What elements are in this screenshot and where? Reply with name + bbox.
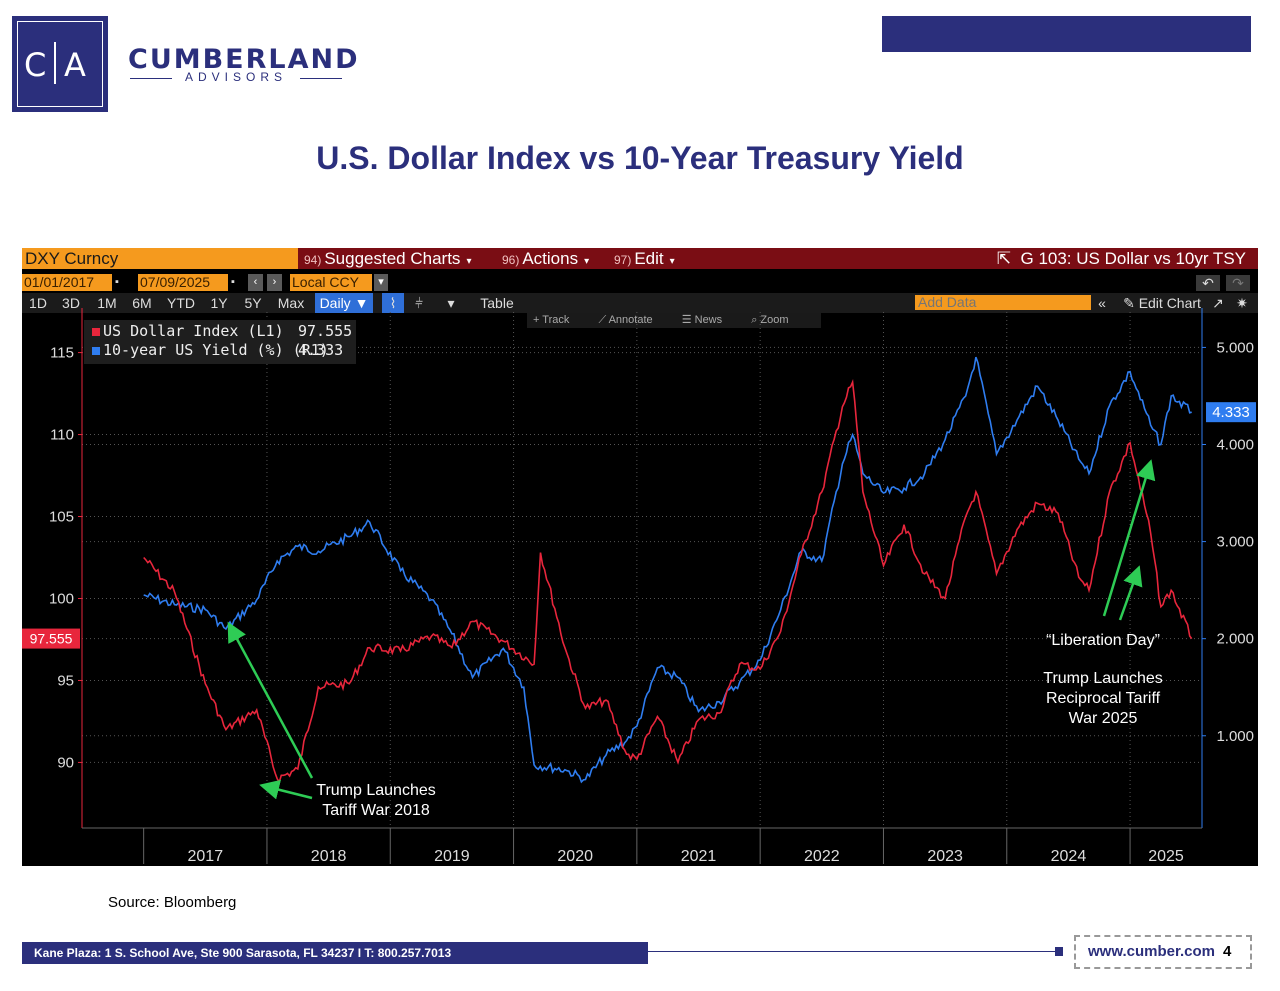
annotation-arrow — [1102, 459, 1156, 617]
x-tick-label: 2025 — [1148, 848, 1184, 865]
footer-website[interactable]: www.cumber.com 4 — [1074, 935, 1252, 969]
next-period-icon[interactable]: › — [267, 274, 282, 291]
menu-edit[interactable]: 97) Edit ▾ — [614, 249, 675, 268]
brand-name: CUMBERLAND — [128, 44, 360, 75]
annotation-arrow — [259, 779, 313, 800]
y-right-tick-label: 5.000 — [1216, 339, 1254, 356]
calendar-icon[interactable]: ▪ — [228, 274, 238, 291]
y-left-tick-label: 90 — [57, 754, 74, 771]
menu-actions[interactable]: 96) Actions ▾ — [502, 249, 590, 268]
table-button[interactable]: Table — [480, 295, 514, 311]
chart-plot: 90 95 100 105 110 115 1.000 2.000 3.000 4.000 5.00… — [22, 308, 1256, 865]
x-tick-label: 2018 — [311, 848, 347, 865]
x-tick-label: 2022 — [804, 848, 840, 865]
range-3d[interactable]: 3D — [62, 295, 80, 311]
range-6m[interactable]: 6M — [132, 295, 152, 311]
annotation-arrow — [1118, 565, 1143, 621]
series-yield-line — [143, 356, 1192, 784]
chart-tools: + Track ⟋ Annotate ☰ News ⌕ Zoom — [527, 313, 821, 328]
chart-id-title: ⇱ G 103: US Dollar vs 10yr TSY — [996, 249, 1246, 268]
x-tick-label: 2021 — [681, 848, 717, 865]
tool-news[interactable]: ☰ News — [681, 314, 723, 326]
annotation-line: Trump Launches — [316, 782, 435, 799]
range-toolbar: 1D 3D 1M 6M YTD 1Y 5Y Max Daily ▼ ⌇ ⫩ ▾ … — [22, 293, 1258, 313]
calendar-icon[interactable]: ▪ — [112, 274, 122, 291]
chart-terminal: DXY Curncy 94) Suggested Charts ▾ 96) Actio… — [22, 248, 1258, 866]
export-icon[interactable]: ↗ — [1212, 295, 1224, 311]
add-data-input[interactable] — [915, 295, 1091, 310]
y-left-tick-label: 95 — [57, 672, 74, 689]
range-1d[interactable]: 1D — [29, 295, 47, 311]
y-right-tick-label: 3.000 — [1216, 534, 1254, 551]
gear-icon[interactable]: ✷ — [1236, 295, 1248, 311]
range-ytd[interactable]: YTD — [167, 295, 195, 311]
end-date-field[interactable]: 07/09/2025 — [138, 274, 228, 291]
legend-yield: 10-year US Yield (%) (R1) 4.333 — [92, 341, 343, 359]
collapse-icon[interactable]: « — [1098, 295, 1106, 311]
header-band — [882, 16, 1251, 52]
y-left-tick-label: 110 — [50, 427, 74, 444]
annotation-line: War 2025 — [1069, 710, 1138, 727]
annotation-line: “Liberation Day” — [1046, 632, 1160, 649]
dxy-last-label: 97.555 — [30, 631, 73, 647]
brand-subtitle: ADVISORS — [130, 70, 342, 84]
tool-track[interactable]: + Track — [533, 314, 570, 326]
chevron-down-icon[interactable]: ▾ — [447, 295, 455, 311]
menu-suggested-charts[interactable]: 94) Suggested Charts ▾ — [304, 249, 472, 268]
series-dxy-line — [143, 379, 1193, 784]
annotation-tariff-2018: Trump Launches Tariff War 2018 — [316, 782, 435, 819]
terminal-menu-bar: DXY Curncy 94) Suggested Charts ▾ 96) Actio… — [22, 248, 1258, 269]
logo-letter-c: C — [24, 46, 47, 84]
footer-address: Kane Plaza: 1 S. School Ave, Ste 900 Sar… — [22, 942, 648, 964]
logo-letter-a: A — [64, 46, 86, 84]
y-right-tick-label: 1.000 — [1216, 728, 1254, 745]
ticker-field[interactable]: DXY Curncy — [22, 248, 298, 269]
prev-period-icon[interactable]: ‹ — [248, 274, 263, 291]
x-tick-label: 2024 — [1051, 848, 1087, 865]
x-tick-label: 2020 — [557, 848, 593, 865]
start-date-field[interactable]: 01/01/2017 — [22, 274, 112, 291]
footer-dot — [1055, 947, 1063, 956]
chart-legend: US Dollar Index (L1) 97.555 10-year US Yi… — [84, 320, 356, 364]
range-5y[interactable]: 5Y — [244, 295, 262, 311]
range-max[interactable]: Max — [277, 295, 305, 311]
edit-chart-button[interactable]: ✎ Edit Chart — [1123, 295, 1201, 311]
source-note: Source: Bloomberg — [108, 894, 237, 911]
dxy-last-tag — [22, 628, 80, 649]
page-title: U.S. Dollar Index vs 10-Year Treasury Yi… — [316, 140, 964, 176]
annotation-line: Trump Launches — [1043, 670, 1162, 687]
period-select[interactable]: Daily ▼ — [315, 293, 373, 313]
page-number: 4 — [1222, 943, 1232, 960]
redo-icon[interactable]: ↷ — [1226, 275, 1250, 291]
company-logo: C A — [12, 16, 108, 112]
currency-select[interactable]: Local CCY — [290, 274, 372, 291]
x-tick-label: 2017 — [188, 848, 224, 865]
y-left-tick-label: 105 — [49, 509, 74, 526]
undo-icon[interactable]: ↶ — [1196, 275, 1220, 291]
annotation-line: Tariff War 2018 — [322, 802, 430, 819]
annotation-line: Reciprocal Tariff — [1046, 690, 1161, 707]
tool-annotate[interactable]: ⟋ Annotate — [598, 314, 653, 326]
annotation-tariff-2025: Trump Launches Reciprocal Tariff War 2025 — [1043, 670, 1162, 727]
y-right-tick-label: 2.000 — [1216, 631, 1254, 648]
annotation-liberation-day: “Liberation Day” — [1046, 632, 1160, 649]
chevron-down-icon[interactable]: ▾ — [374, 274, 388, 291]
yield-last-label: 4.333 — [1212, 404, 1250, 421]
footer-rule — [648, 951, 1058, 952]
annotation-arrow — [227, 621, 314, 779]
external-link-icon[interactable]: ⇱ — [996, 249, 1012, 268]
range-1m[interactable]: 1M — [97, 295, 117, 311]
x-tick-label: 2023 — [927, 848, 963, 865]
yield-last-tag — [1206, 402, 1256, 423]
line-chart-icon[interactable]: ⌇ — [382, 293, 404, 313]
bar-chart-icon[interactable]: ⫩ — [414, 295, 424, 311]
tool-zoom[interactable]: ⌕ Zoom — [751, 314, 789, 326]
y-right-tick-label: 4.000 — [1216, 437, 1254, 454]
y-left-tick-label: 100 — [49, 590, 74, 607]
legend-dxy: US Dollar Index (L1) 97.555 — [92, 322, 352, 340]
x-tick-label: 2019 — [434, 848, 470, 865]
range-1y[interactable]: 1Y — [210, 295, 228, 311]
y-left-tick-label: 115 — [50, 345, 74, 362]
